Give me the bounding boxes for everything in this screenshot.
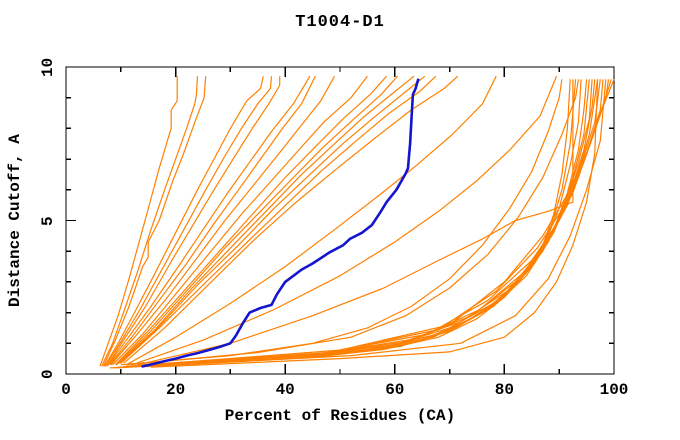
- series-model-11: [114, 75, 388, 366]
- series-model-highlighted: [141, 78, 420, 368]
- series-model-24: [123, 79, 590, 368]
- series-model-34: [145, 79, 607, 368]
- x-axis-label: Percent of Residues (CA): [224, 407, 456, 425]
- series-model-13: [117, 75, 415, 364]
- series-model-09: [110, 75, 336, 366]
- series-model-01: [99, 76, 178, 367]
- series-model-14: [119, 75, 426, 364]
- series-model-02: [101, 76, 199, 367]
- series-model-35: [120, 79, 563, 366]
- x-tick-label: 80: [494, 381, 514, 399]
- series-model-07: [108, 75, 311, 366]
- series-model-23: [120, 79, 588, 368]
- y-tick-label: 0: [39, 369, 57, 379]
- series-model-17: [126, 75, 497, 366]
- series-model-08: [109, 75, 316, 366]
- series-model-21: [115, 79, 577, 369]
- series-model-04: [103, 76, 264, 367]
- chart-title: T1004-D1: [295, 13, 385, 32]
- series-model-29: [137, 79, 604, 366]
- x-tick-label: 100: [599, 381, 629, 399]
- series-model-27: [131, 79, 599, 367]
- series-model-15: [120, 75, 437, 364]
- series-model-31: [142, 79, 612, 366]
- series-model-06: [106, 76, 281, 367]
- series-model-18: [131, 75, 558, 366]
- series-model-33: [150, 79, 599, 368]
- x-tick-label: 20: [165, 381, 186, 399]
- series-model-26: [128, 79, 596, 367]
- x-tick-label: 40: [275, 381, 295, 399]
- series-model-03: [102, 76, 207, 367]
- y-tick-label: 10: [39, 57, 57, 77]
- series-model-19: [137, 79, 574, 366]
- series-model-32: [148, 79, 615, 366]
- x-tick-label: 60: [385, 381, 405, 399]
- y-tick-label: 5: [39, 215, 57, 226]
- series-model-10: [112, 75, 368, 366]
- series-model-16: [123, 75, 459, 364]
- series-model-36: [126, 79, 579, 366]
- series-model-05: [104, 76, 273, 367]
- x-tick-label: 0: [61, 381, 71, 399]
- series-model-12: [115, 75, 398, 366]
